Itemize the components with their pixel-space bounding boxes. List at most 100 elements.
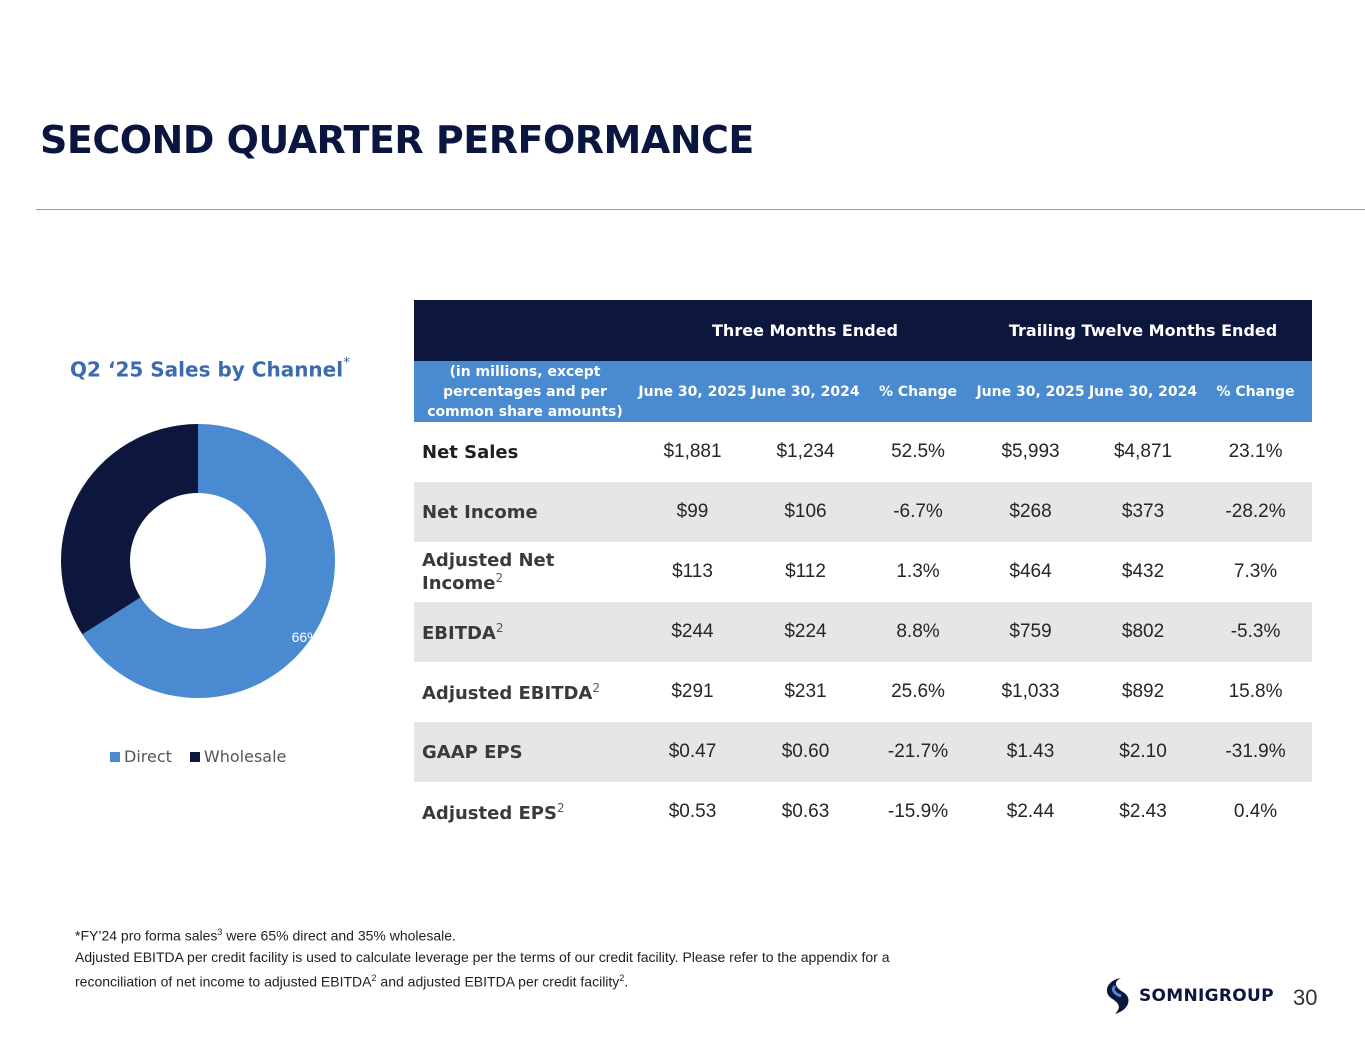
footnote-text: were 65% direct and 35% wholesale. [222, 927, 456, 944]
row-label-note: 2 [495, 620, 504, 635]
donut-label-direct: 66% [291, 629, 320, 646]
table-cell: $802 [1087, 602, 1200, 662]
table-cell: $892 [1121, 681, 1165, 702]
column-header-units: (in millions, except percentages and per… [414, 361, 636, 422]
footnote-line-3: reconciliation of net income to adjusted… [75, 968, 889, 993]
row-label-text: Adjusted EBITDA [422, 682, 593, 704]
table-cell: $231 [784, 681, 827, 702]
legend-swatch-direct [110, 751, 120, 762]
footnote-text: . [624, 973, 629, 990]
row-label: Net Income [414, 482, 636, 542]
title-divider [36, 209, 1365, 210]
table-cell: $5,993 [1001, 441, 1060, 462]
table-cell: $268 [974, 482, 1088, 542]
table-cell: $1,234 [776, 441, 835, 462]
table-cell: -28.2% [1199, 482, 1313, 542]
table-cell: $244 [636, 602, 749, 662]
group-header-empty [414, 300, 636, 361]
table-row: Net Sales $1,881 $1,234 52.5% $5,993 $4,871 23… [414, 422, 1312, 482]
row-label: Adjusted EBITDA2 [414, 662, 636, 722]
row-label-text: Adjusted Net Income [422, 550, 555, 594]
legend-item-wholesale: Wholesale [189, 747, 287, 766]
performance-table: Three Months Ended Trailing Twelve Month… [414, 300, 1313, 842]
table-cell: $0.53 [668, 801, 717, 822]
column-header: June 30, 2024 [749, 361, 862, 422]
table-cell: $432 [1121, 561, 1165, 582]
logo-text: SOMNIGROUP [1139, 986, 1274, 1006]
table-cell: $0.47 [636, 722, 749, 782]
table-cell: $0.60 [749, 722, 862, 782]
table-row: GAAP EPS $0.47 $0.60 -21.7% $1.43 $2.10 -31.9% [414, 722, 1313, 782]
table-cell: $2.10 [1087, 722, 1200, 782]
footnotes: *FY’24 pro forma sales3 were 65% direct … [75, 922, 889, 992]
page-number: 30 [1293, 985, 1318, 1010]
footnote-line-2: Adjusted EBITDA per credit facility is u… [75, 948, 890, 965]
table-cell: 0.4% [1233, 801, 1278, 822]
table-cell: $224 [749, 602, 862, 662]
column-header: % Change [862, 361, 975, 422]
table-cell: $106 [749, 482, 862, 542]
footnote-superscript: 2 [619, 972, 625, 983]
donut-slice-wholesale [61, 424, 199, 635]
table-group-header-row: Three Months Ended Trailing Twelve Month… [414, 300, 1313, 361]
table-cell: $759 [974, 602, 1088, 662]
table-cell: $2.43 [1119, 801, 1167, 822]
table-row: Net Income $99 $106 -6.7% $268 $373 -28.2% [414, 482, 1313, 542]
footnote-text: reconciliation of net income to adjusted… [75, 973, 372, 990]
row-label-text: GAAP EPS [422, 741, 523, 763]
group-header-ttm: Trailing Twelve Months Ended [974, 300, 1313, 361]
table-cell: $1.43 [974, 722, 1088, 782]
row-label: Net Sales [414, 422, 636, 482]
table-cell: $1,881 [663, 441, 722, 462]
legend-label-direct: Direct [124, 747, 172, 766]
column-header: June 30, 2025 [636, 361, 749, 422]
table-cell: 25.6% [891, 681, 945, 702]
chart-title-asterisk: * [343, 355, 351, 371]
row-label: GAAP EPS [414, 722, 636, 782]
row-label: Adjusted EPS2 [414, 782, 636, 842]
table-row: Adjusted Net Income2 $113 $112 1.3% $464 $432… [414, 542, 1312, 602]
table-row: Adjusted EPS2 $0.53 $0.63 -15.9% $2.44 $2.43 0… [414, 782, 1312, 842]
table-cell: $373 [1087, 482, 1200, 542]
row-label-note: 2 [556, 800, 565, 815]
table-cell: 52.5% [891, 441, 945, 462]
column-header: June 30, 2024 [1087, 361, 1200, 422]
page-title: SECOND QUARTER PERFORMANCE [40, 118, 754, 162]
chart-legend: Direct Wholesale [110, 747, 304, 766]
row-label: EBITDA2 [414, 602, 636, 662]
table-cell: -5.3% [1199, 602, 1313, 662]
table-cell: $291 [671, 681, 714, 702]
company-logo: SOMNIGROUP [1101, 976, 1274, 1016]
table-cell: $99 [636, 482, 749, 542]
row-label-note: 2 [495, 571, 504, 585]
table-cell: -31.9% [1199, 722, 1313, 782]
legend-swatch-wholesale [189, 751, 200, 762]
table-row: EBITDA2 $244 $224 8.8% $759 $802 -5.3% [414, 602, 1313, 662]
table-row: Adjusted EBITDA2 $291 $231 25.6% $1,033 $892 1… [414, 662, 1312, 722]
table-cell: 8.8% [862, 602, 975, 662]
column-header: % Change [1199, 361, 1313, 422]
table-cell: -6.7% [862, 482, 975, 542]
legend-label-wholesale: Wholesale [203, 747, 287, 766]
donut-chart [61, 424, 336, 698]
row-label-text: Net Sales [422, 441, 519, 463]
row-label-note: 2 [592, 680, 600, 695]
donut-label-wholesale: 34% [74, 450, 103, 467]
table-cell: -15.9% [887, 801, 949, 822]
table-cell: $2.44 [1006, 801, 1055, 822]
footnote-text: and adjusted EBITDA per credit facility [376, 973, 620, 990]
row-label: Adjusted Net Income2 [414, 542, 636, 602]
table-cell: $112 [785, 561, 826, 582]
table-cell: $1,033 [1001, 681, 1060, 702]
table-cell: $464 [1009, 561, 1052, 582]
logo-mark-icon [1106, 978, 1129, 1014]
table-cell: 7.3% [1233, 561, 1278, 582]
row-label-text: EBITDA [422, 622, 496, 644]
column-header: June 30, 2025 [974, 361, 1088, 422]
table-cell: 23.1% [1228, 441, 1283, 462]
footnote-line-1: *FY’24 pro forma sales3 were 65% direct … [75, 922, 889, 947]
chart-title: Q2 ‘25 Sales by Channel* [70, 355, 351, 382]
table-cell: $4,871 [1113, 441, 1173, 462]
footnote-superscript: 3 [217, 927, 223, 937]
table-column-header-row: (in millions, except percentages and per… [414, 361, 1313, 422]
